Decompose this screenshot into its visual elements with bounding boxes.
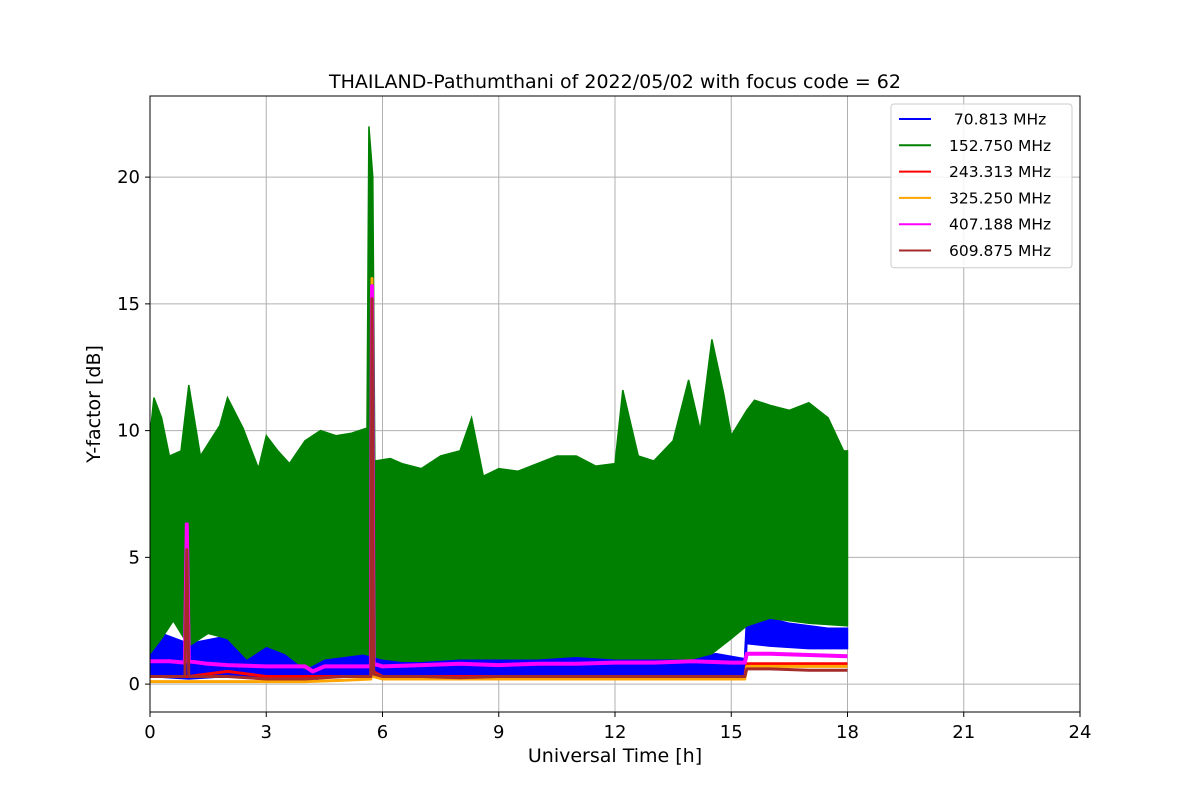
legend: 70.813 MHz 152.750 MHz 243.313 MHz 325.250 … bbox=[890, 103, 1073, 269]
series-band-152-750-mhz bbox=[150, 126, 849, 670]
legend-entry: 609.875 MHz bbox=[949, 242, 1051, 260]
y-axis-label: Y-factor [dB] bbox=[83, 345, 105, 464]
legend-box bbox=[890, 103, 1073, 269]
plot-area bbox=[150, 126, 849, 684]
x-tick-label: 6 bbox=[377, 722, 388, 743]
x-tick-label: 24 bbox=[1069, 722, 1092, 743]
y-tick-label: 15 bbox=[117, 294, 140, 315]
x-tick-label: 21 bbox=[952, 722, 975, 743]
ticks: 0 3 6 9 12 15 18 21 24 0 5 10 15 20 bbox=[117, 167, 1091, 743]
series-line-407-188-mhz bbox=[150, 284, 848, 674]
y-tick-label: 20 bbox=[117, 167, 140, 188]
legend-entry: 152.750 MHz bbox=[949, 137, 1051, 155]
x-tick-label: 9 bbox=[493, 722, 504, 743]
legend-entry: 325.250 MHz bbox=[949, 189, 1051, 207]
x-tick-label: 3 bbox=[261, 722, 272, 743]
x-axis-label: Universal Time [h] bbox=[528, 745, 702, 767]
series-line-70-813-mhz bbox=[150, 626, 848, 681]
legend-entry: 407.188 MHz bbox=[949, 216, 1051, 234]
legend-entry: 243.313 MHz bbox=[949, 163, 1051, 181]
x-tick-label: 15 bbox=[720, 722, 743, 743]
x-tick-label: 18 bbox=[836, 722, 859, 743]
y-tick-label: 10 bbox=[117, 421, 140, 442]
legend-entry: 70.813 MHz bbox=[949, 111, 1046, 129]
y-tick-label: 0 bbox=[129, 674, 140, 695]
x-tick-label: 12 bbox=[604, 722, 627, 743]
chart-title: THAILAND-Pathumthani of 2022/05/02 with … bbox=[328, 71, 901, 93]
series-line-609-875-mhz bbox=[150, 297, 848, 681]
y-tick-label: 5 bbox=[129, 547, 140, 568]
series-line-325-250-mhz bbox=[150, 277, 848, 684]
series-group bbox=[150, 126, 849, 684]
x-tick-label: 0 bbox=[144, 722, 155, 743]
